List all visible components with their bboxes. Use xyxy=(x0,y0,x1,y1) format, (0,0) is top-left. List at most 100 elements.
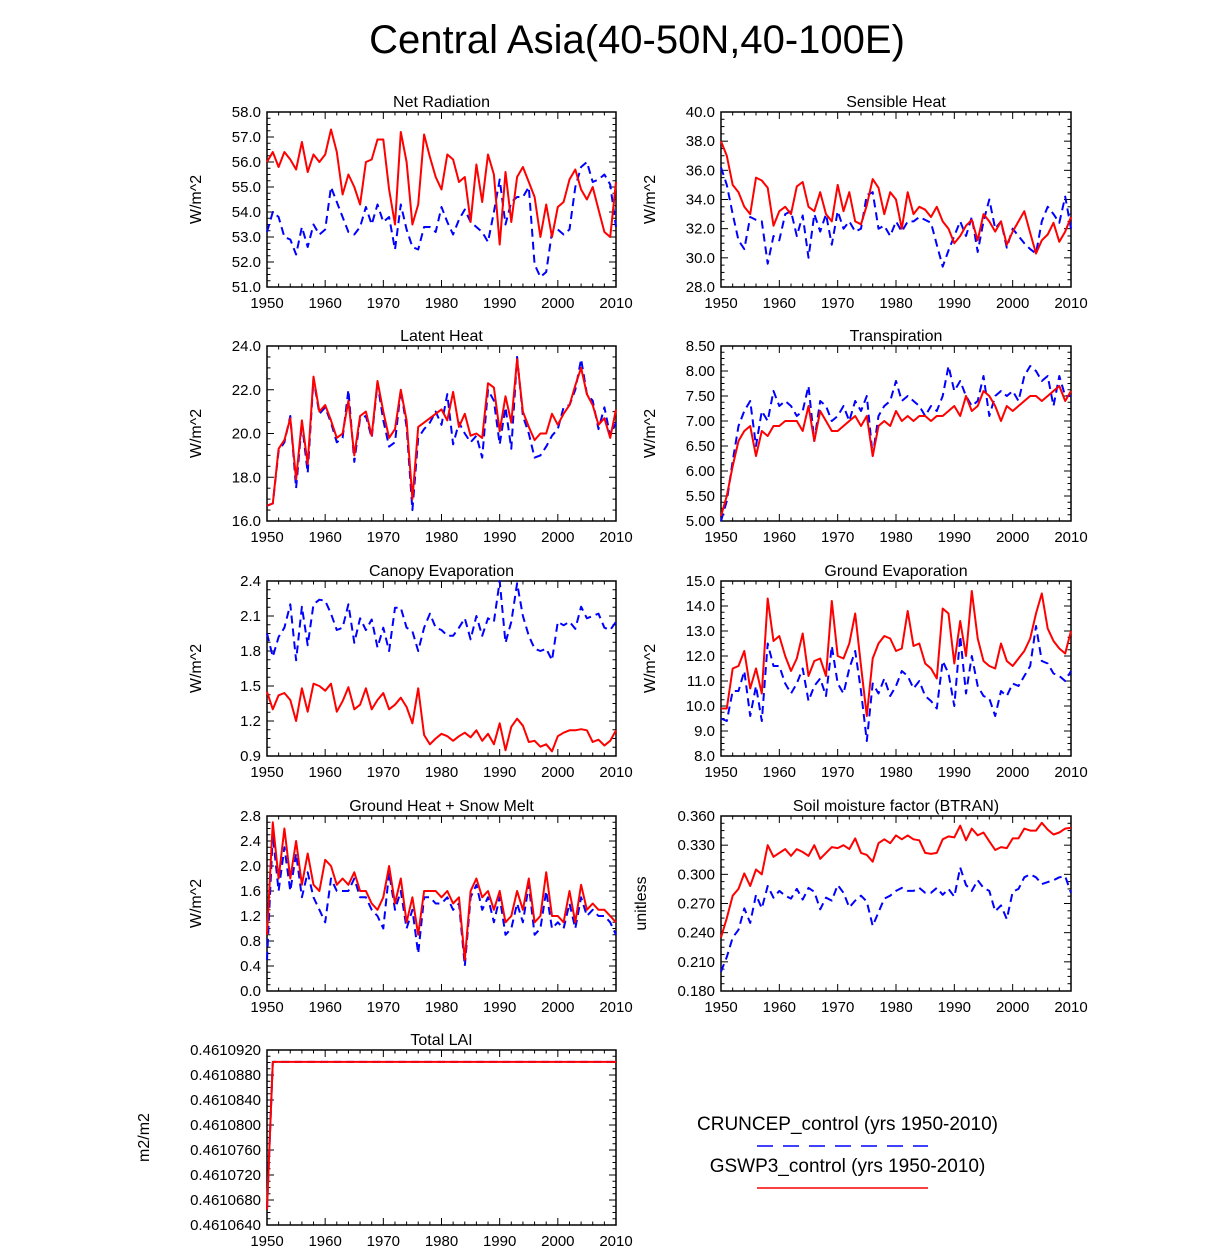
transpiration-xtick-label: 2010 xyxy=(1054,529,1087,546)
ground-heat-snow-melt-ytick-label: 1.6 xyxy=(240,883,261,900)
total-lai-ytick-label: 0.4610760 xyxy=(190,1142,261,1159)
ground-heat-snow-melt-title: Ground Heat + Snow Melt xyxy=(349,798,534,815)
ground-heat-snow-melt-ytick-label: 1.2 xyxy=(240,908,261,925)
ground-evaporation-xtick-label: 2000 xyxy=(996,764,1029,781)
ground-heat-snow-melt-series-gswp3-control xyxy=(266,821,617,961)
total-lai-ytick-label: 0.4610920 xyxy=(190,1042,261,1059)
transpiration-panel: 1950 1960 1970 1980 1990 2000 2010 5.00 5.50 6.00… xyxy=(642,328,1088,546)
latent-heat-xtick-label: 1980 xyxy=(425,529,458,546)
sensible-heat-xtick-label: 1960 xyxy=(763,295,796,312)
ground-heat-snow-melt-ytick-label: 0.0 xyxy=(240,983,261,1000)
ground-heat-snow-melt-xtick-label: 1970 xyxy=(367,999,400,1016)
canopy-evaporation-series-gswp3-control xyxy=(266,682,617,753)
transpiration-series-gswp3-control xyxy=(720,385,1072,517)
sensible-heat-title: Sensible Heat xyxy=(846,94,946,111)
total-lai-ylabel: m2/m2 xyxy=(136,1113,153,1162)
transpiration-ytick-label: 7.00 xyxy=(686,413,715,430)
canopy-evaporation-ytick-label: 2.1 xyxy=(240,608,261,625)
ground-evaporation-ytick-label: 12.0 xyxy=(686,648,715,665)
soil-moisture-factor-btran-ytick-label: 0.330 xyxy=(677,837,715,854)
sensible-heat-xtick-label: 1980 xyxy=(879,295,912,312)
transpiration-ylabel: W/m^2 xyxy=(642,409,659,458)
net-radiation-xtick-label: 2010 xyxy=(599,295,632,312)
ground-heat-snow-melt-xtick-label: 1950 xyxy=(250,999,283,1016)
soil-moisture-factor-btran-ytick-label: 0.210 xyxy=(677,954,715,971)
net-radiation-xtick-label: 1960 xyxy=(308,295,341,312)
soil-moisture-factor-btran-ytick-label: 0.360 xyxy=(677,808,715,825)
net-radiation-xtick-label: 1970 xyxy=(367,295,400,312)
total-lai-ytick-label: 0.4610880 xyxy=(190,1067,261,1084)
transpiration-ytick-label: 7.50 xyxy=(686,388,715,405)
canopy-evaporation-ytick-label: 1.5 xyxy=(240,678,261,695)
ground-heat-snow-melt-series-cruncep-control xyxy=(266,833,617,967)
sensible-heat-ytick-label: 38.0 xyxy=(686,133,715,150)
total-lai-ytick-label: 0.4610720 xyxy=(190,1167,261,1184)
soil-moisture-factor-btran-xtick-label: 1980 xyxy=(879,999,912,1016)
transpiration-xtick-label: 1990 xyxy=(938,529,971,546)
sensible-heat-ytick-label: 34.0 xyxy=(686,192,715,209)
net-radiation-ytick-label: 54.0 xyxy=(232,204,261,221)
soil-moisture-factor-btran-series-cruncep-control xyxy=(720,866,1072,972)
transpiration-xtick-label: 2000 xyxy=(996,529,1029,546)
latent-heat-ytick-label: 22.0 xyxy=(232,382,261,399)
canopy-evaporation-ytick-label: 1.2 xyxy=(240,713,261,730)
total-lai-ytick-label: 0.4610640 xyxy=(190,1217,261,1234)
ground-evaporation-xtick-label: 1980 xyxy=(879,764,912,781)
latent-heat-ytick-label: 24.0 xyxy=(232,338,261,355)
sensible-heat-ylabel: W/m^2 xyxy=(642,175,659,224)
canopy-evaporation-xtick-label: 1990 xyxy=(483,764,516,781)
legend-label-cruncep: CRUNCEP_control (yrs 1950-2010) xyxy=(697,1114,998,1135)
ground-evaporation-panel: 1950 1960 1970 1980 1990 2000 2010 8.0 9.0 10.0 11… xyxy=(642,563,1088,781)
ground-evaporation-xtick-label: 1950 xyxy=(704,764,737,781)
transpiration-xtick-label: 1960 xyxy=(763,529,796,546)
net-radiation-xtick-label: 1950 xyxy=(250,295,283,312)
canopy-evaporation-series-cruncep-control xyxy=(266,580,617,662)
soil-moisture-factor-btran-panel: 1950 1960 1970 1980 1990 2000 2010 0.180 0.210 0.… xyxy=(633,798,1088,1016)
transpiration-ytick-label: 8.50 xyxy=(686,338,715,355)
latent-heat-ytick-label: 20.0 xyxy=(232,426,261,443)
sensible-heat-xtick-label: 2000 xyxy=(996,295,1029,312)
soil-moisture-factor-btran-title: Soil moisture factor (BTRAN) xyxy=(793,798,999,815)
soil-moisture-factor-btran-ylabel: unitless xyxy=(633,876,650,930)
total-lai-ytick-label: 0.4610840 xyxy=(190,1092,261,1109)
soil-moisture-factor-btran-series-gswp3-control xyxy=(720,821,1072,938)
net-radiation-ytick-label: 51.0 xyxy=(232,279,261,296)
total-lai-xtick-label: 1980 xyxy=(425,1233,458,1250)
net-radiation-ytick-label: 53.0 xyxy=(232,229,261,246)
transpiration-xtick-label: 1970 xyxy=(821,529,854,546)
total-lai-title: Total LAI xyxy=(410,1032,472,1049)
soil-moisture-factor-btran-xtick-label: 2000 xyxy=(996,999,1029,1016)
sensible-heat-ytick-label: 32.0 xyxy=(686,221,715,238)
soil-moisture-factor-btran-xtick-label: 2010 xyxy=(1054,999,1087,1016)
latent-heat-xtick-label: 2010 xyxy=(599,529,632,546)
net-radiation-series-cruncep-control xyxy=(266,161,617,278)
sensible-heat-ytick-label: 36.0 xyxy=(686,162,715,179)
net-radiation-title: Net Radiation xyxy=(393,94,490,111)
transpiration-ytick-label: 5.00 xyxy=(686,513,715,530)
sensible-heat-ytick-label: 28.0 xyxy=(686,279,715,296)
transpiration-series-cruncep-control xyxy=(720,365,1071,522)
latent-heat-ylabel: W/m^2 xyxy=(188,409,205,458)
ground-heat-snow-melt-xtick-label: 1990 xyxy=(483,999,516,1016)
canopy-evaporation-xtick-label: 2010 xyxy=(599,764,632,781)
sensible-heat-xtick-label: 1970 xyxy=(821,295,854,312)
net-radiation-ytick-label: 58.0 xyxy=(232,104,261,121)
sensible-heat-panel: 1950 1960 1970 1980 1990 2000 2010 28.0 30.0 32.0… xyxy=(642,94,1088,312)
canopy-evaporation-xtick-label: 1980 xyxy=(425,764,458,781)
ground-evaporation-xtick-label: 1990 xyxy=(938,764,971,781)
transpiration-title: Transpiration xyxy=(850,328,943,345)
ground-heat-snow-melt-ytick-label: 2.8 xyxy=(240,808,261,825)
ground-heat-snow-melt-ytick-label: 0.4 xyxy=(240,958,261,975)
canopy-evaporation-title: Canopy Evaporation xyxy=(369,563,514,580)
sensible-heat-series-cruncep-control xyxy=(720,167,1072,268)
sensible-heat-ytick-label: 40.0 xyxy=(686,104,715,121)
ground-heat-snow-melt-xtick-label: 1980 xyxy=(425,999,458,1016)
total-lai-xtick-label: 1990 xyxy=(483,1233,516,1250)
soil-moisture-factor-btran-xtick-label: 1970 xyxy=(821,999,854,1016)
ground-evaporation-ytick-label: 9.0 xyxy=(694,723,715,740)
ground-evaporation-xtick-label: 1970 xyxy=(821,764,854,781)
transpiration-ytick-label: 5.50 xyxy=(686,488,715,505)
net-radiation-ylabel: W/m^2 xyxy=(188,175,205,224)
